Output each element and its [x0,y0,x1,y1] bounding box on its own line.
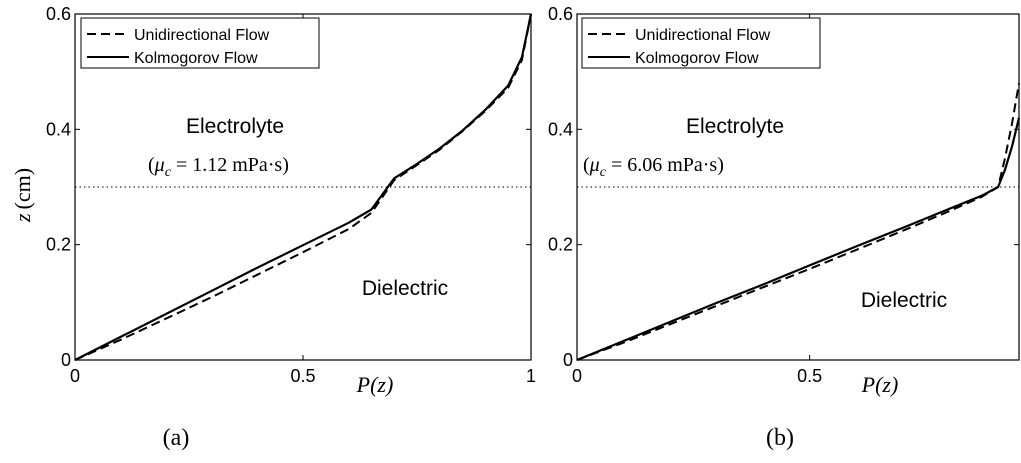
viscosity-symbol: μ [154,154,165,176]
panel-label: (a) [163,425,190,451]
x-axis-label: P(z) [861,372,899,397]
viscosity-symbol: μ [589,154,600,176]
legend-label: Kolmogorov Flow [134,50,258,67]
viscosity-value: = 1.12 mPa·s) [171,154,289,176]
y-axis-variable: z [10,213,35,223]
series-line-kolmogorov [74,13,533,361]
y-axis-label: z (cm) [10,168,35,223]
y-axis-unit: (cm) [10,168,35,210]
x-tick-label: 0.5 [797,366,822,386]
region-label-dielectric: Dielectric [861,289,947,312]
legend-label: Unidirectional Flow [635,27,771,44]
series-line-unidirectional [74,13,532,361]
series-line-kolmogorov [576,117,1021,362]
series-line-unidirectional [576,83,1020,361]
region-label-dielectric: Dielectric [362,277,448,300]
viscosity-label: (μc = 1.12 mPa·s) [148,154,289,180]
x-axis-label: P(z) [356,372,394,397]
y-tick-label: 0.2 [46,235,71,255]
y-tick-label: 0.6 [46,4,71,24]
y-tick-label: 0.4 [46,119,71,139]
legend-box [80,17,320,69]
viscosity-open: ( [583,154,590,176]
viscosity-label: (μc = 6.06 mPa·s) [583,154,724,180]
x-tick-label: 1 [526,366,536,386]
viscosity-subscript: c [600,165,607,180]
panel-label: (b) [766,425,794,451]
viscosity-open: ( [148,154,155,176]
chart-panel-b: 0 0.5 0 0.2 0.4 0.6 P(z) Electrolyte (μc = 6.06 … [548,4,1021,451]
y-tick-label: 0.4 [548,119,573,139]
chart-panel-a: 0 0.5 1 0 0.2 0.4 0.6 P(z) z (cm) Electrolyte (μc =… [10,4,536,451]
y-tick-label: 0.6 [548,4,573,24]
region-label-electrolyte: Electrolyte [686,115,784,138]
region-label-electrolyte: Electrolyte [186,115,284,138]
legend-box [581,17,821,69]
y-tick-label: 0 [61,350,71,370]
y-tick-label: 0 [563,350,573,370]
viscosity-subscript: c [165,165,172,180]
y-tick-label: 0.2 [548,235,573,255]
x-tick-label: 0 [70,366,80,386]
viscosity-value: = 6.06 mPa·s) [606,154,724,176]
x-tick-label: 0.5 [290,366,315,386]
legend-label: Kolmogorov Flow [635,50,759,67]
x-tick-label: 0 [572,366,582,386]
legend-label: Unidirectional Flow [134,27,270,44]
